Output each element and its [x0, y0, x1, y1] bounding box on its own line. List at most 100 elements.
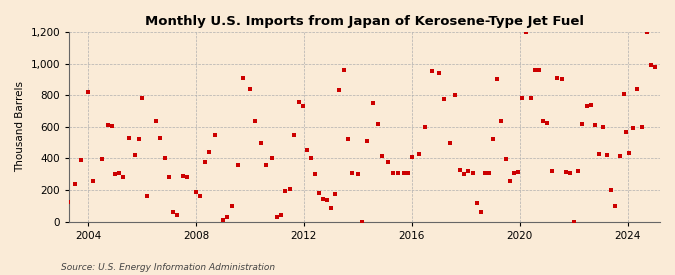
Point — [163, 175, 174, 180]
Point — [632, 87, 643, 91]
Point — [285, 186, 296, 191]
Point — [572, 169, 583, 173]
Point — [194, 194, 205, 199]
Point — [637, 125, 648, 129]
Point — [255, 141, 266, 145]
Point — [63, 200, 74, 204]
Point — [190, 190, 201, 195]
Text: Source: U.S. Energy Information Administration: Source: U.S. Energy Information Administ… — [61, 263, 275, 272]
Point — [177, 174, 188, 178]
Point — [123, 136, 134, 140]
Point — [645, 63, 656, 67]
Point — [309, 172, 320, 177]
Point — [266, 155, 277, 160]
Point — [382, 160, 393, 164]
Point — [250, 119, 261, 123]
Point — [413, 152, 424, 156]
Point — [439, 97, 450, 101]
Point — [313, 191, 324, 196]
Point — [427, 69, 437, 74]
Point — [339, 68, 350, 72]
Point — [167, 210, 178, 214]
Point — [356, 219, 367, 224]
Point — [475, 210, 486, 214]
Point — [271, 215, 282, 219]
Point — [649, 65, 660, 69]
Point — [433, 71, 444, 75]
Point — [232, 163, 243, 167]
Point — [501, 157, 512, 161]
Point — [444, 141, 455, 145]
Point — [200, 160, 211, 165]
Point — [564, 171, 575, 176]
Point — [537, 119, 548, 123]
Point — [455, 168, 466, 172]
Point — [377, 154, 387, 158]
Point — [321, 197, 332, 202]
Point — [107, 124, 117, 128]
Point — [598, 125, 609, 129]
Point — [479, 171, 490, 176]
Point — [221, 215, 232, 219]
Point — [505, 179, 516, 184]
Point — [467, 170, 478, 175]
Point — [483, 171, 494, 176]
Point — [275, 212, 286, 217]
Point — [227, 204, 238, 208]
Point — [606, 188, 617, 192]
Point — [628, 125, 639, 130]
Point — [136, 96, 147, 101]
Point — [556, 77, 567, 82]
Point — [459, 172, 470, 177]
Point — [590, 123, 601, 127]
Point — [560, 170, 571, 174]
Point — [398, 170, 409, 175]
Point — [471, 200, 482, 205]
Point — [301, 148, 312, 152]
Point — [491, 77, 502, 82]
Point — [529, 68, 540, 72]
Point — [402, 171, 413, 176]
Point — [406, 155, 417, 159]
Point — [517, 96, 528, 101]
Point — [568, 219, 579, 224]
Point — [541, 121, 552, 125]
Point — [96, 157, 107, 161]
Point — [367, 101, 378, 105]
Point — [181, 175, 192, 180]
Point — [329, 192, 340, 196]
Point — [387, 170, 398, 175]
Point — [134, 137, 144, 142]
Point — [582, 104, 593, 108]
Point — [513, 170, 524, 174]
Point — [621, 129, 632, 134]
Point — [509, 170, 520, 175]
Point — [103, 123, 113, 127]
Point — [70, 182, 80, 186]
Point — [88, 178, 99, 183]
Point — [333, 88, 344, 93]
Point — [142, 193, 153, 198]
Point — [347, 171, 358, 176]
Point — [624, 151, 634, 155]
Point — [420, 125, 431, 129]
Point — [293, 99, 304, 104]
Point — [450, 93, 460, 97]
Point — [204, 150, 215, 154]
Point — [150, 118, 161, 123]
Point — [244, 87, 255, 91]
Point — [533, 68, 544, 72]
Point — [113, 170, 124, 175]
Point — [217, 218, 228, 222]
Point — [362, 139, 373, 143]
Point — [586, 103, 597, 107]
Point — [109, 172, 120, 177]
Point — [594, 152, 605, 156]
Point — [325, 206, 336, 210]
Point — [171, 213, 182, 218]
Point — [317, 197, 328, 201]
Point — [352, 172, 363, 177]
Point — [602, 153, 613, 158]
Point — [393, 170, 404, 175]
Point — [261, 163, 271, 167]
